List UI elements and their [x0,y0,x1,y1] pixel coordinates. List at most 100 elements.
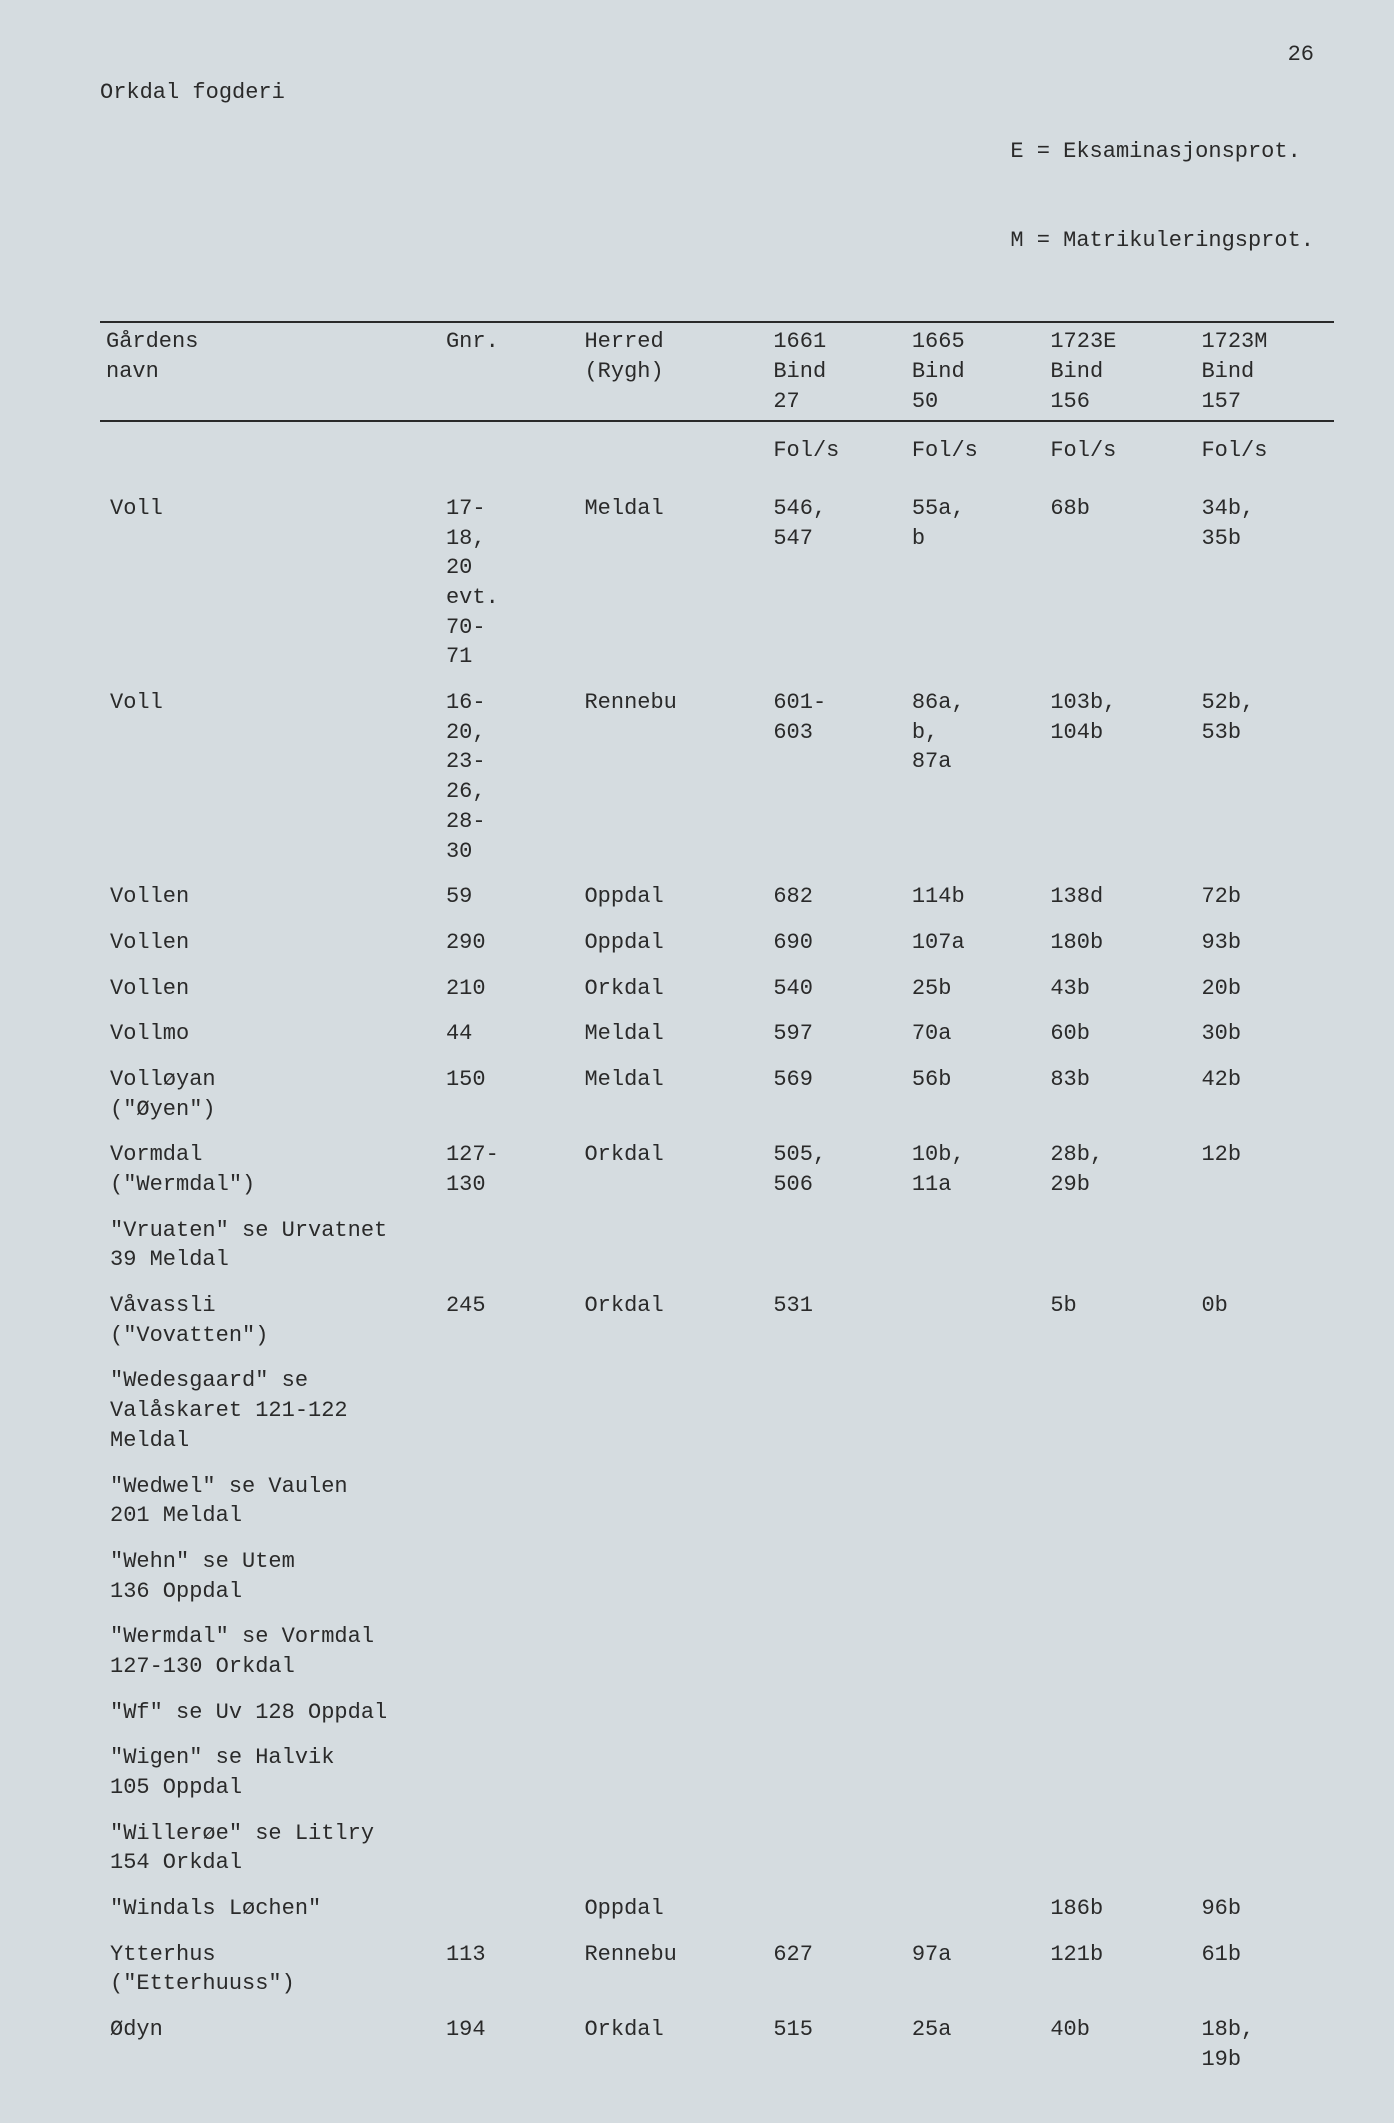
cell-1723e [1044,1464,1195,1539]
cell-gnr: 113 [440,1932,579,2007]
col-header-gnr: Gnr. [440,322,579,421]
cell-1665 [906,1811,1045,1886]
cell-name: Vollen [100,920,440,966]
cell-herred: Oppdal [578,920,767,966]
page-header: Orkdal fogderi E = Eksaminasjonsprot. M … [100,78,1334,316]
cell-name: Våvassli ("Vovatten") [100,1283,440,1358]
cell-herred: Orkdal [578,1283,767,1358]
cell-1661 [767,1690,906,1736]
cell-1723e [1044,1208,1195,1283]
cell-herred [578,1208,767,1283]
cell-1723e: 40b [1044,2007,1195,2082]
table-row: "Windals Løchen"Oppdal186b96b [100,1886,1334,1932]
cell-1723e: 43b [1044,966,1195,1012]
cell-gnr: 150 [440,1057,579,1132]
legend-line-m: M = Matrikuleringsprot. [1010,226,1314,256]
cell-gnr: 17- 18, 20 evt. 70- 71 [440,486,579,680]
cell-name: Ytterhus ("Etterhuuss") [100,1932,440,2007]
cell-gnr [440,1811,579,1886]
cell-herred [578,1735,767,1810]
cell-herred [578,1614,767,1689]
cell-1723e [1044,1811,1195,1886]
table-row: "Wf" se Uv 128 Oppdal [100,1690,1334,1736]
cell-1665 [906,1358,1045,1463]
cell-1661: 601- 603 [767,680,906,874]
cell-name: "Wehn" se Utem 136 Oppdal [100,1539,440,1614]
cell-herred [578,1690,767,1736]
cell-gnr [440,1690,579,1736]
cell-1661 [767,1358,906,1463]
table-row: "Wermdal" se Vormdal 127-130 Orkdal [100,1614,1334,1689]
cell-gnr [440,1208,579,1283]
cell-gnr: 290 [440,920,579,966]
cell-gnr: 127- 130 [440,1132,579,1207]
cell-gnr: 16- 20, 23- 26, 28- 30 [440,680,579,874]
col-header-1661: 1661 Bind 27 [767,322,906,421]
table-body: Fol/s Fol/s Fol/s Fol/s Voll17- 18, 20 e… [100,421,1334,2082]
cell-1723m [1195,1208,1334,1283]
cell-name: Volløyan ("Øyen") [100,1057,440,1132]
cell-1661: 505, 506 [767,1132,906,1207]
cell-1723m [1195,1358,1334,1463]
cell-1723e: 5b [1044,1283,1195,1358]
cell-1661: 531 [767,1283,906,1358]
cell-name: Vollen [100,966,440,1012]
cell-1665 [906,1886,1045,1932]
cell-1723e [1044,1690,1195,1736]
cell-1661: 627 [767,1932,906,2007]
cell-1723m: 93b [1195,920,1334,966]
cell-herred: Meldal [578,486,767,680]
cell-name: Ødyn [100,2007,440,2082]
cell-1661: 540 [767,966,906,1012]
cell-1723e: 186b [1044,1886,1195,1932]
cell-1661 [767,1811,906,1886]
cell-1723m [1195,1539,1334,1614]
table-row: "Wedwel" se Vaulen 201 Meldal [100,1464,1334,1539]
col-header-herred: Herred (Rygh) [578,322,767,421]
cell-1661 [767,1886,906,1932]
cell-1723m: 0b [1195,1283,1334,1358]
cell-gnr [440,1735,579,1810]
cell-1723m: 12b [1195,1132,1334,1207]
cell-gnr [440,1614,579,1689]
cell-1723e: 180b [1044,920,1195,966]
cell-herred: Oppdal [578,874,767,920]
cell-gnr [440,1539,579,1614]
cell-herred: Oppdal [578,1886,767,1932]
col-header-name: Gårdens navn [100,322,440,421]
cell-1723m [1195,1735,1334,1810]
table-row: "Wedesgaard" se Valåskaret 121-122 Melda… [100,1358,1334,1463]
cell-1665 [906,1283,1045,1358]
cell-gnr: 210 [440,966,579,1012]
cell-1723m [1195,1811,1334,1886]
page-number: 26 [100,40,1334,70]
table-row: Voll17- 18, 20 evt. 70- 71Meldal546, 547… [100,486,1334,680]
cell-gnr [440,1464,579,1539]
table-row: Vollmo44Meldal59770a60b30b [100,1011,1334,1057]
cell-herred: Rennebu [578,1932,767,2007]
header-right: E = Eksaminasjonsprot. M = Matrikulering… [1010,78,1334,316]
cell-1723m: 34b, 35b [1195,486,1334,680]
table-row: "Wigen" se Halvik 105 Oppdal [100,1735,1334,1810]
cell-1665 [906,1539,1045,1614]
table-row: Vollen59Oppdal682114b138d72b [100,874,1334,920]
cell-gnr: 44 [440,1011,579,1057]
col-header-1723e: 1723E Bind 156 [1044,322,1195,421]
table-row: Vormdal ("Wermdal")127- 130Orkdal505, 50… [100,1132,1334,1207]
cell-1661 [767,1614,906,1689]
cell-name: "Windals Løchen" [100,1886,440,1932]
cell-1723e [1044,1539,1195,1614]
cell-1661: 690 [767,920,906,966]
cell-1661: 597 [767,1011,906,1057]
table-row: Ødyn194Orkdal51525a40b18b, 19b [100,2007,1334,2082]
cell-1723e: 28b, 29b [1044,1132,1195,1207]
table-row: Ytterhus ("Etterhuuss")113Rennebu62797a1… [100,1932,1334,2007]
cell-herred [578,1539,767,1614]
legend-line-e: E = Eksaminasjonsprot. [1010,137,1314,167]
cell-1723m [1195,1690,1334,1736]
cell-1665 [906,1690,1045,1736]
table-row: Vollen290Oppdal690107a180b93b [100,920,1334,966]
cell-name: Vormdal ("Wermdal") [100,1132,440,1207]
cell-name: "Wedwel" se Vaulen 201 Meldal [100,1464,440,1539]
cell-1661: 569 [767,1057,906,1132]
